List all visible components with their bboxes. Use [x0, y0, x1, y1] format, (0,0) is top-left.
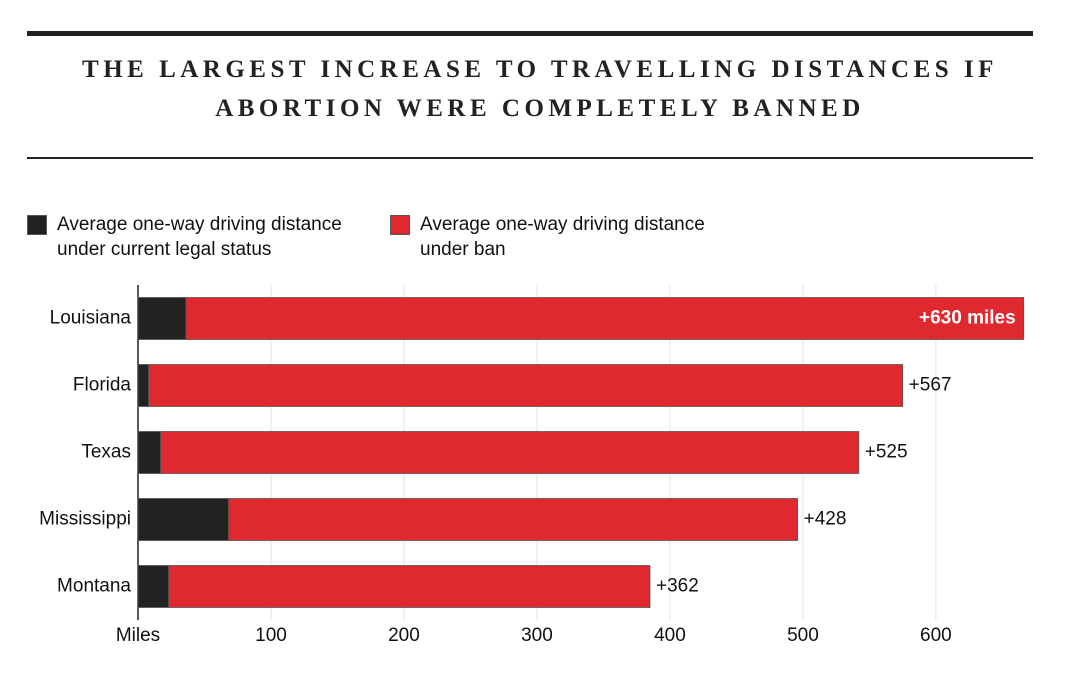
y-tick-label: Montana — [57, 576, 131, 597]
legend-label: Average one-way driving distance under c… — [57, 214, 342, 260]
data-label: +630 miles — [919, 308, 1016, 329]
data-label: +362 — [656, 576, 699, 597]
bar-segment — [137, 364, 150, 407]
legend-item: Average one-way driving distance under c… — [27, 212, 367, 262]
bar-segment — [137, 431, 162, 474]
bar-segment — [137, 565, 169, 608]
y-tick-label: Mississippi — [39, 509, 131, 530]
legend-label: Average one-way driving distance under b… — [420, 214, 705, 260]
bar-segment — [160, 431, 860, 474]
top-rule — [27, 31, 1033, 36]
x-tick-label: 100 — [255, 625, 287, 646]
y-tick-label: Louisiana — [50, 308, 132, 329]
chart-title: THE LARGEST INCREASE TO TRAVELLING DISTA… — [82, 56, 998, 122]
bar-segment — [168, 565, 651, 608]
y-tick-label: Texas — [81, 442, 131, 463]
data-label: +428 — [804, 509, 847, 530]
bar-segment — [148, 364, 904, 407]
data-label: +567 — [909, 375, 952, 396]
x-tick-label: 300 — [521, 625, 553, 646]
title-rule — [27, 157, 1033, 159]
x-tick-label: Miles — [116, 625, 160, 646]
bar-segment — [228, 498, 799, 541]
bar-segment — [137, 498, 229, 541]
legend-item: Average one-way driving distance under b… — [390, 212, 730, 262]
legend-swatch — [27, 215, 47, 235]
bar-segment — [185, 297, 1025, 340]
legend-swatch — [390, 215, 410, 235]
x-tick-label: 200 — [388, 625, 420, 646]
y-tick-label: Florida — [73, 375, 132, 396]
bar-segment — [137, 297, 187, 340]
x-tick-label: 600 — [920, 625, 952, 646]
x-tick-label: 500 — [787, 625, 819, 646]
data-label: +525 — [865, 442, 908, 463]
x-tick-label: 400 — [654, 625, 686, 646]
